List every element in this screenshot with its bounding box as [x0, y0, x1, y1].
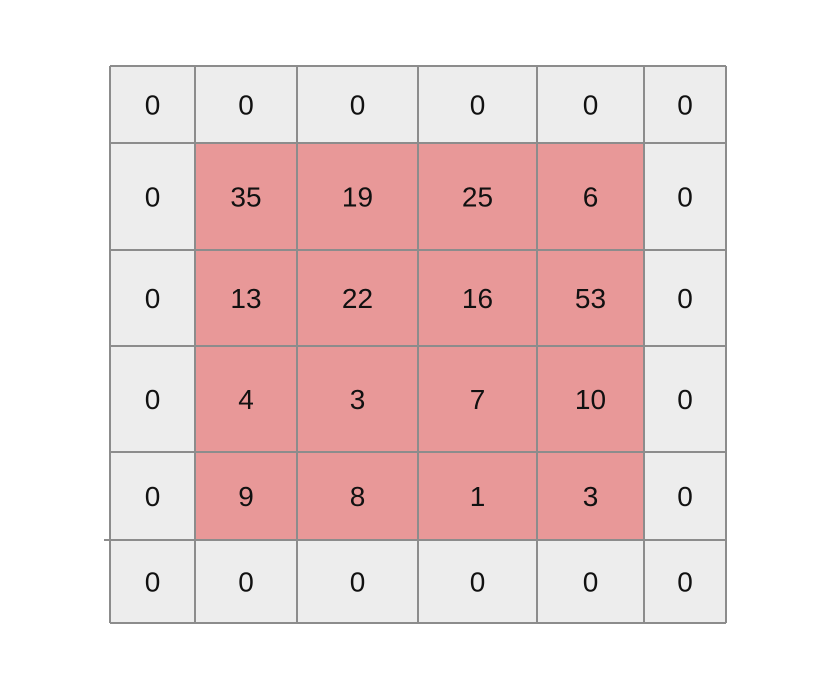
core-cell-r3-c3: [418, 346, 537, 452]
core-cell-r2-c3: [418, 250, 537, 346]
cell-value-r3-c1: 4: [238, 384, 254, 415]
core-cell-r2-c2: [297, 250, 418, 346]
core-cell-r1-c2: [297, 143, 418, 250]
padding-cell-r0-c2: [297, 66, 418, 143]
core-cell-r3-c4: [537, 346, 644, 452]
grid-lines: [104, 65, 727, 624]
cell-value-r2-c1: 13: [230, 283, 261, 314]
core-cell-r1-c4: [537, 143, 644, 250]
cell-value-r4-c5: 0: [677, 481, 693, 512]
core-cell-r1-c3: [418, 143, 537, 250]
cell-value-r0-c5: 0: [677, 90, 693, 121]
cell-value-r4-c2: 8: [350, 481, 366, 512]
cell-value-r0-c0: 0: [145, 90, 161, 121]
cell-value-r5-c4: 0: [583, 567, 599, 598]
core-cell-r4-c1: [195, 452, 297, 540]
cell-value-r3-c5: 0: [677, 384, 693, 415]
cell-value-r4-c3: 1: [470, 481, 486, 512]
cell-value-r4-c0: 0: [145, 481, 161, 512]
cell-value-r1-c3: 25: [462, 182, 493, 213]
cell-value-r4-c4: 3: [583, 481, 599, 512]
cell-fills: [110, 66, 726, 623]
padding-cell-r0-c5: [644, 66, 726, 143]
cell-value-r4-c1: 9: [238, 481, 254, 512]
cell-value-r5-c3: 0: [470, 567, 486, 598]
padding-cell-r5-c4: [537, 540, 644, 623]
cell-value-r5-c5: 0: [677, 567, 693, 598]
padding-cell-r5-c2: [297, 540, 418, 623]
padding-cell-r4-c5: [644, 452, 726, 540]
padding-cell-r4-c0: [110, 452, 195, 540]
cell-value-r3-c4: 10: [575, 384, 606, 415]
core-cell-r2-c4: [537, 250, 644, 346]
cell-labels: 0 0 0 0 0 00 35 19 25 6 00 13 22 16 53 00 4 3 7 10 00 9 8 1 3 00 0…: [145, 90, 693, 598]
padding-cell-r0-c0: [110, 66, 195, 143]
core-cell-r4-c3: [418, 452, 537, 540]
cell-value-r2-c2: 22: [342, 283, 373, 314]
cell-value-r2-c0: 0: [145, 283, 161, 314]
cell-value-r1-c0: 0: [145, 182, 161, 213]
padding-cell-r5-c3: [418, 540, 537, 623]
cell-value-r2-c3: 16: [462, 283, 493, 314]
padding-cell-r0-c4: [537, 66, 644, 143]
core-cell-r4-c2: [297, 452, 418, 540]
cell-value-r3-c0: 0: [145, 384, 161, 415]
core-cell-r3-c1: [195, 346, 297, 452]
core-cell-r3-c2: [297, 346, 418, 452]
padding-cell-r0-c1: [195, 66, 297, 143]
padding-cell-r0-c3: [418, 66, 537, 143]
cell-value-r2-c4: 53: [575, 283, 606, 314]
cell-value-r1-c4: 6: [583, 182, 599, 213]
padding-cell-r5-c1: [195, 540, 297, 623]
padding-cell-r2-c0: [110, 250, 195, 346]
padding-cell-r3-c5: [644, 346, 726, 452]
padding-cell-r1-c0: [110, 143, 195, 250]
cell-value-r3-c2: 3: [350, 384, 366, 415]
padding-cell-r3-c0: [110, 346, 195, 452]
padding-cell-r1-c5: [644, 143, 726, 250]
cell-value-r5-c0: 0: [145, 567, 161, 598]
cell-value-r5-c1: 0: [238, 567, 254, 598]
padding-cell-r5-c5: [644, 540, 726, 623]
core-cell-r1-c1: [195, 143, 297, 250]
padding-cell-r5-c0: [110, 540, 195, 623]
cell-value-r5-c2: 0: [350, 567, 366, 598]
cell-value-r1-c1: 35: [230, 182, 261, 213]
core-cell-r4-c4: [537, 452, 644, 540]
cell-value-r0-c2: 0: [350, 90, 366, 121]
cell-value-r0-c3: 0: [470, 90, 486, 121]
cell-value-r0-c1: 0: [238, 90, 254, 121]
padding-cell-r2-c5: [644, 250, 726, 346]
cell-value-r2-c5: 0: [677, 283, 693, 314]
cell-value-r3-c3: 7: [470, 384, 486, 415]
cell-value-r1-c5: 0: [677, 182, 693, 213]
cell-value-r1-c2: 19: [342, 182, 373, 213]
core-cell-r2-c1: [195, 250, 297, 346]
cell-value-r0-c4: 0: [583, 90, 599, 121]
